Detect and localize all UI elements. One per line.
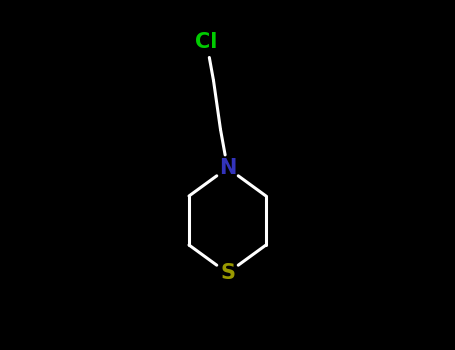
Text: N: N xyxy=(219,158,236,178)
Text: Cl: Cl xyxy=(195,32,217,52)
Text: S: S xyxy=(220,263,235,283)
